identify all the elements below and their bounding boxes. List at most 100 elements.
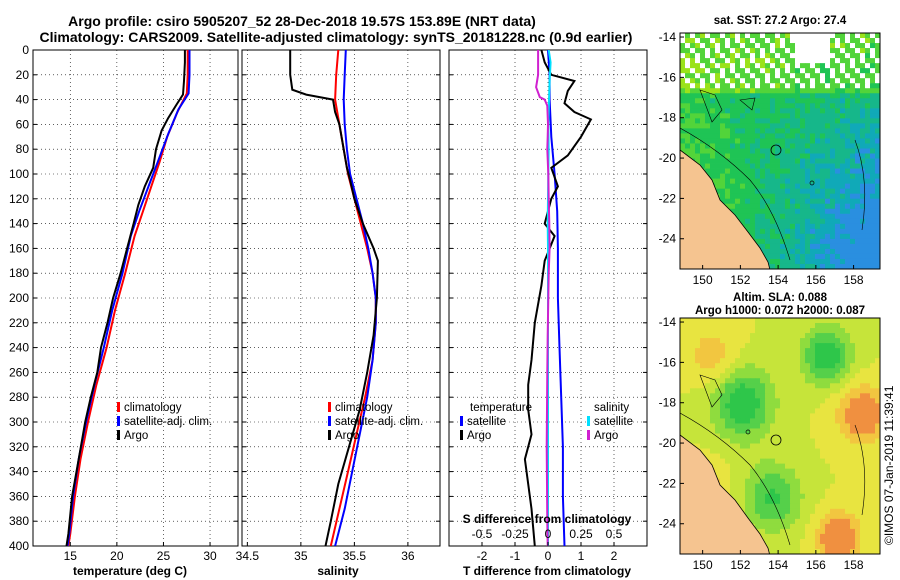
sla-cell: [870, 478, 876, 485]
sla-cell: [755, 488, 761, 495]
sla-cell: [795, 408, 801, 414]
sst-cell: [795, 243, 801, 250]
sla-cell: [735, 463, 741, 470]
sla-cell: [735, 368, 741, 374]
sla-cell: [740, 448, 746, 454]
sla-cell: [770, 418, 776, 424]
sla-cell: [725, 488, 731, 495]
sla-cell: [685, 403, 691, 409]
sst-cell: [680, 78, 686, 84]
sst-cell: [810, 238, 816, 245]
sla-cell: [810, 443, 816, 449]
sla-cell: [855, 488, 861, 495]
sla-cell: [860, 478, 866, 485]
sst-cell: [855, 173, 861, 180]
sla-cell: [720, 473, 726, 480]
sst-cell: [725, 128, 731, 134]
sst-cell: [835, 63, 841, 69]
sst-cell: [855, 258, 861, 265]
sla-cell: [820, 528, 826, 535]
salinity-grid: [242, 49, 440, 547]
sst-cell: [865, 223, 871, 230]
sla-cell: [710, 453, 716, 459]
sst-cell: [875, 233, 880, 240]
sst-cell: [735, 168, 741, 174]
sla-cell: [725, 388, 731, 394]
sla-cell: [870, 463, 876, 470]
sst-cell: [715, 143, 721, 149]
sst-cell: [705, 73, 711, 79]
sla-cell: [850, 418, 856, 424]
sla-cell: [730, 398, 736, 404]
sla-cell: [745, 418, 751, 424]
sst-cell: [775, 58, 781, 64]
sla-cell: [830, 543, 836, 550]
sla-cell: [805, 338, 811, 344]
sla-cell: [825, 323, 831, 329]
sst-cell: [875, 173, 880, 180]
sla-cell: [680, 388, 686, 394]
sst-cell: [700, 153, 706, 159]
y-tick-label: 280: [9, 390, 29, 404]
sst-cell: [870, 163, 876, 169]
sst-cell: [680, 133, 686, 139]
sla-cell: [720, 483, 726, 490]
sst-cell: [850, 193, 856, 200]
sst-cell: [840, 53, 846, 59]
sst-cell: [870, 168, 876, 174]
sla-cell: [690, 433, 696, 439]
sla-cell: [740, 423, 746, 429]
sst-cell: [850, 258, 856, 265]
x2-tick-label: 0.25: [569, 527, 593, 541]
sla-cell: [820, 433, 826, 439]
sst-cell: [695, 33, 701, 39]
sla-cell: [775, 418, 781, 424]
sla-cell: [825, 388, 831, 394]
sla-cell: [860, 373, 866, 379]
sst-cell: [810, 103, 816, 109]
sla-cell: [860, 483, 866, 490]
sst-cell: [710, 148, 716, 154]
sla-cell: [815, 318, 821, 324]
y-tick-label: -16: [659, 70, 677, 84]
x-tick-label: 34.5: [236, 549, 260, 563]
sst-cell: [845, 243, 851, 250]
sst-cell: [800, 143, 806, 149]
sst-cell: [855, 233, 861, 240]
sla-cell: [710, 388, 716, 394]
sla-cell: [695, 348, 701, 354]
sla-cell: [825, 368, 831, 374]
sla-cell: [750, 483, 756, 490]
sla-cell: [840, 518, 846, 525]
sla-cell: [770, 373, 776, 379]
sla-cell: [825, 538, 831, 545]
sla-cell: [870, 528, 876, 535]
sst-cell: [805, 153, 811, 159]
sla-cell: [760, 398, 766, 404]
sst-cell: [805, 208, 811, 215]
sla-cell: [715, 423, 721, 429]
sst-cell: [690, 148, 696, 154]
sla-cell: [765, 343, 771, 349]
sla-cell: [705, 438, 711, 444]
sla-cell: [835, 383, 841, 389]
sla-cell: [855, 348, 861, 354]
sla-cell: [870, 443, 876, 449]
sla-cell: [840, 323, 846, 329]
sla-cell: [785, 318, 791, 324]
sst-cell: [740, 58, 746, 64]
sla-cell: [815, 493, 821, 500]
sst-cell: [865, 53, 871, 59]
sst-cell: [815, 58, 821, 64]
temperature-ticks: 0204060801001201401601802002202402602803…: [9, 43, 238, 563]
sst-cell: [760, 123, 766, 129]
sla-cell: [765, 483, 771, 490]
sst-cell: [845, 173, 851, 180]
sst-cell: [800, 93, 806, 99]
sst-cell: [875, 118, 880, 124]
sla-cell: [785, 538, 791, 545]
sla-cell: [745, 483, 751, 490]
sst-cell: [810, 138, 816, 144]
sst-cell: [730, 148, 736, 154]
sst-cell: [860, 188, 866, 195]
